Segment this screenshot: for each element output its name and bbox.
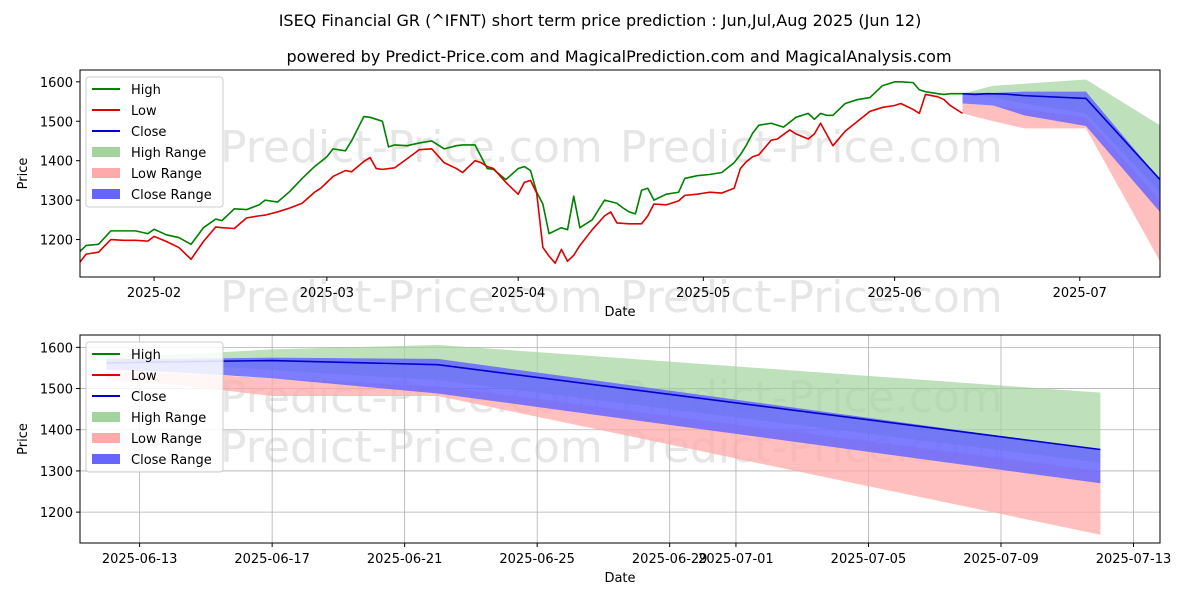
- legend-box: [85, 341, 224, 473]
- top-panel-history-and-forecast: Predict-Price.com Predict-Price.com Predic…: [16, 69, 1161, 323]
- y-tick-label: 1200: [40, 506, 73, 521]
- legend-label: Close: [131, 125, 166, 140]
- legend-high-range-swatch: [92, 412, 120, 422]
- close-price-line: [962, 92, 1160, 181]
- legend-low-range-swatch: [92, 433, 120, 443]
- legend: High Low Close High Range Low Range Close Ran…: [85, 341, 224, 473]
- high-price-line: [80, 81, 963, 252]
- y-axis-ticks: 1200 1300 1400 1500 1600: [40, 76, 80, 249]
- legend-label: Low: [131, 369, 157, 384]
- x-tick-label: 2025-06-21: [367, 552, 443, 567]
- y-axis-ticks: 1200 1300 1400 1500 1600: [40, 341, 80, 521]
- legend-label: High Range: [131, 146, 206, 161]
- watermark-layer: Predict-Price.com Predict-Price.com Predic…: [220, 122, 1003, 323]
- x-tick-label: 2025-06-13: [102, 552, 178, 567]
- watermark-text: Predict-Price.com: [220, 122, 603, 173]
- y-axis-label: Price: [16, 158, 31, 190]
- y-tick-label: 1500: [40, 383, 73, 398]
- x-tick-label: 2025-07-05: [831, 552, 907, 567]
- x-tick-label: 2025-07: [1053, 286, 1107, 301]
- watermark-text: Predict-Price.com: [220, 422, 603, 473]
- y-tick-label: 1500: [40, 115, 73, 130]
- x-tick-label: 2025-06-29: [632, 552, 708, 567]
- x-axis-ticks: 2025-02 2025-03 2025-04 2025-05 2025-06 2025-…: [127, 277, 1107, 301]
- x-tick-label: 2025-07-13: [1096, 552, 1172, 567]
- y-tick-label: 1300: [40, 465, 73, 480]
- axes-frame: [79, 69, 1161, 278]
- legend-label: Close Range: [131, 453, 212, 468]
- chart-title: ISEQ Financial GR (^IFNT) short term pri…: [279, 11, 922, 30]
- low-range-band: [962, 103, 1160, 262]
- y-tick-label: 1600: [40, 341, 73, 356]
- x-tick-label: 2025-06: [867, 286, 921, 301]
- y-tick-label: 1600: [40, 76, 73, 91]
- legend-label: Low Range: [131, 167, 202, 182]
- x-tick-label: 2025-02: [127, 286, 181, 301]
- x-tick-label: 2025-07-01: [698, 552, 774, 567]
- legend-label: High: [131, 83, 161, 98]
- close-range-band: [962, 91, 1160, 212]
- watermark-text: Predict-Price.com: [620, 272, 1003, 323]
- y-tick-label: 1400: [40, 424, 73, 439]
- legend-label: High: [131, 348, 161, 363]
- legend-low-range-swatch: [92, 168, 120, 178]
- x-axis-label: Date: [604, 305, 635, 320]
- y-axis-label: Price: [16, 423, 31, 455]
- legend-high-range-swatch: [92, 147, 120, 157]
- legend: High Low Close High Range Low Range Close Ran…: [85, 76, 224, 208]
- high-range-band: [962, 79, 1160, 193]
- plot-area: [80, 79, 1160, 265]
- y-tick-label: 1300: [40, 194, 73, 209]
- x-tick-label: 2025-06-17: [234, 552, 310, 567]
- low-price-line: [80, 93, 963, 265]
- x-tick-label: 2025-07-09: [963, 552, 1039, 567]
- x-axis-ticks: 2025-06-13 2025-06-17 2025-06-21 2025-06-25…: [102, 543, 1171, 567]
- legend-close-range-swatch: [92, 454, 120, 464]
- x-tick-label: 2025-03: [300, 286, 354, 301]
- x-tick-label: 2025-06-25: [499, 552, 575, 567]
- x-tick-label: 2025-05: [676, 286, 730, 301]
- legend-label: High Range: [131, 411, 206, 426]
- legend-label: Low: [131, 104, 157, 119]
- axes-frame: [79, 334, 1161, 544]
- watermark-text: Predict-Price.com: [220, 272, 603, 323]
- watermark-text: Predict-Price.com: [620, 122, 1003, 173]
- x-tick-label: 2025-04: [491, 286, 545, 301]
- y-tick-label: 1200: [40, 234, 73, 249]
- legend-box: [85, 76, 224, 208]
- legend-label: Close: [131, 390, 166, 405]
- bottom-panel-forecast-zoom: Predict-Price.comPredict-Price.comPredic…: [16, 334, 1171, 586]
- x-axis-label: Date: [604, 571, 635, 586]
- y-tick-label: 1400: [40, 155, 73, 170]
- chart-subtitle: powered by Predict-Price.com and Magical…: [286, 47, 951, 66]
- legend-label: Low Range: [131, 432, 202, 447]
- legend-close-range-swatch: [92, 189, 120, 199]
- legend-label: Close Range: [131, 188, 212, 203]
